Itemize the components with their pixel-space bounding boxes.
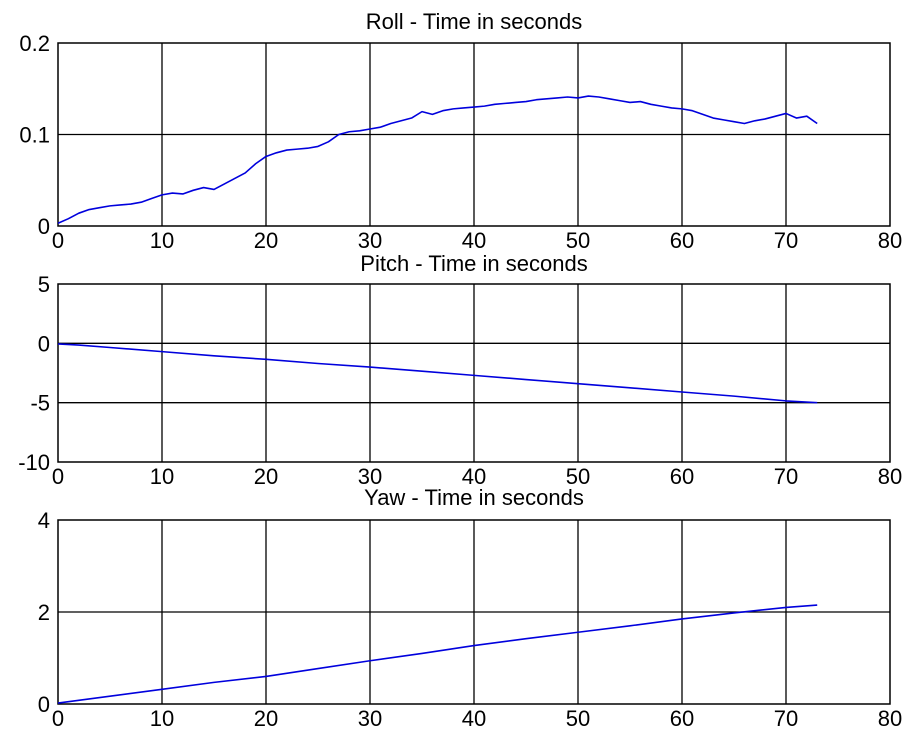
pitch-y-tick-label: 5 — [38, 272, 50, 297]
yaw-subplot: Yaw - Time in seconds 0 10 20 30 40 50 60 70 80 0… — [38, 485, 902, 731]
roll-x-tick-label: 60 — [670, 228, 694, 253]
pitch-title: Pitch - Time in seconds — [360, 251, 587, 276]
roll-x-tick-label: 70 — [774, 228, 798, 253]
yaw-y-tick-label: 0 — [38, 692, 50, 717]
pitch-x-tick-label: 10 — [150, 464, 174, 489]
yaw-x-tick-label: 10 — [150, 706, 174, 731]
yaw-series-line — [57, 604, 818, 704]
pitch-y-tick-label: -5 — [30, 391, 50, 416]
roll-x-tick-label: 0 — [52, 228, 64, 253]
pitch-x-tick-label: 20 — [254, 464, 278, 489]
yaw-x-tick-label: 40 — [462, 706, 486, 731]
roll-x-tick-label: 20 — [254, 228, 278, 253]
yaw-x-tick-label: 20 — [254, 706, 278, 731]
yaw-x-tick-label: 30 — [358, 706, 382, 731]
pitch-y-tick-label: 0 — [38, 331, 50, 356]
roll-x-tick-label: 40 — [462, 228, 486, 253]
pitch-series-line — [57, 343, 818, 404]
roll-x-tick-label: 30 — [358, 228, 382, 253]
yaw-x-tick-label: 0 — [52, 706, 64, 731]
pitch-x-tick-label: 0 — [52, 464, 64, 489]
roll-x-tick-label: 50 — [566, 228, 590, 253]
roll-y-tick-label: 0.1 — [19, 123, 50, 148]
pitch-x-tick-label: 30 — [358, 464, 382, 489]
pitch-subplot: Pitch - Time in seconds 0 10 20 30 40 50 60 70 8… — [18, 251, 902, 489]
yaw-y-tick-label: 2 — [38, 600, 50, 625]
yaw-x-tick-label: 70 — [774, 706, 798, 731]
roll-x-tick-label: 10 — [150, 228, 174, 253]
pitch-x-tick-label: 70 — [774, 464, 798, 489]
yaw-y-tick-label: 4 — [38, 508, 50, 533]
pitch-y-tick-label: -10 — [18, 450, 50, 475]
yaw-x-tick-label: 80 — [878, 706, 902, 731]
roll-x-tick-label: 80 — [878, 228, 902, 253]
yaw-x-tick-label: 60 — [670, 706, 694, 731]
pitch-x-tick-label: 40 — [462, 464, 486, 489]
roll-series-line — [57, 95, 818, 224]
roll-title: Roll - Time in seconds — [366, 9, 582, 34]
yaw-x-tick-label: 50 — [566, 706, 590, 731]
pitch-x-tick-label: 80 — [878, 464, 902, 489]
roll-subplot: Roll - Time in seconds 0 10 20 30 40 50 60 70 80… — [19, 9, 902, 253]
pitch-x-tick-label: 60 — [670, 464, 694, 489]
pitch-x-tick-label: 50 — [566, 464, 590, 489]
yaw-title: Yaw - Time in seconds — [364, 485, 584, 510]
roll-y-tick-label: 0 — [38, 214, 50, 239]
roll-y-tick-label: 0.2 — [19, 31, 50, 56]
